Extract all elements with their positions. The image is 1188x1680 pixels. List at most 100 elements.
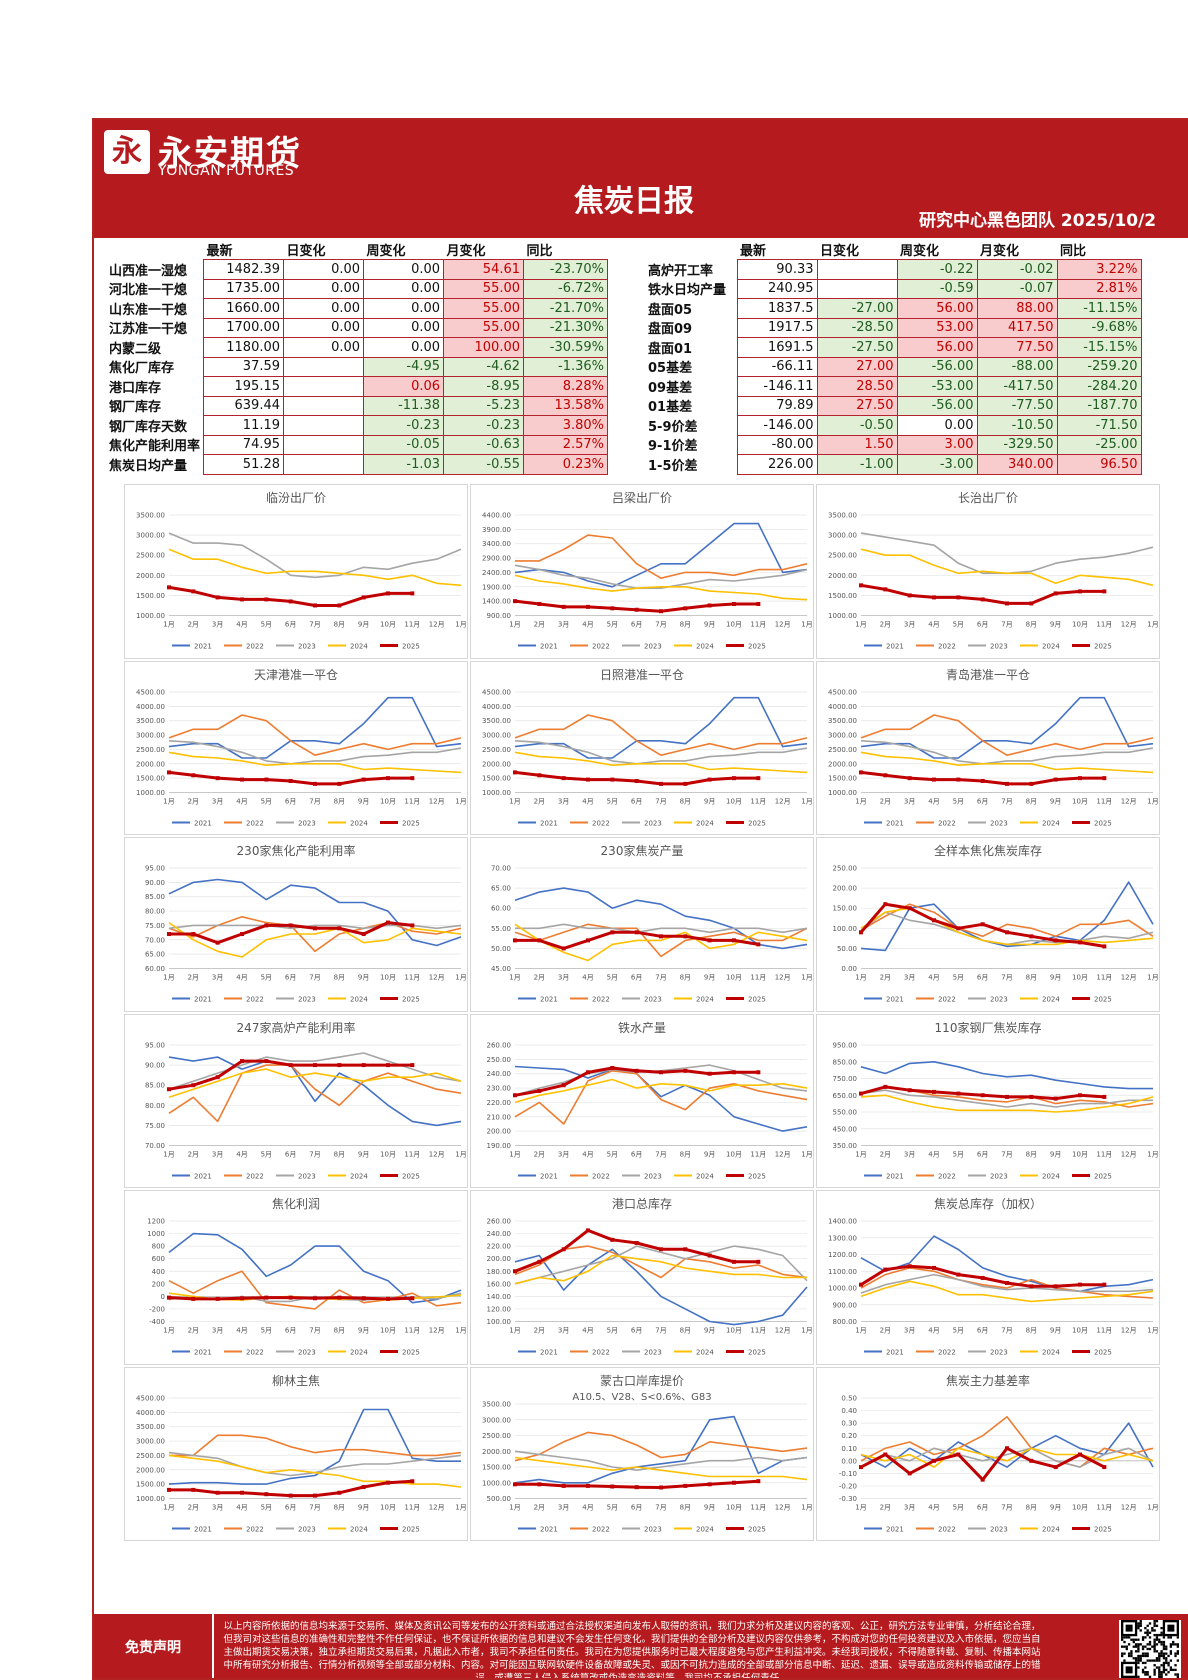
report-subtitle: 研究中心黑色团队 2025/10/2 bbox=[919, 211, 1157, 231]
row-label: 高炉开工率 bbox=[648, 263, 714, 279]
series-point-2025 bbox=[215, 595, 220, 600]
series-point-2025 bbox=[756, 775, 761, 780]
series-point-2025 bbox=[264, 1491, 269, 1496]
series-point-2025 bbox=[288, 1295, 293, 1300]
chart-title: 柳林主焦 bbox=[271, 1373, 320, 1388]
y-tick-label: 3500.00 bbox=[828, 512, 857, 520]
x-tick-label: 7月 bbox=[309, 1150, 320, 1158]
chart-title: 临汾出厂价 bbox=[265, 491, 326, 505]
y-tick-label: 950.00 bbox=[833, 1041, 858, 1049]
series-point-2025 bbox=[756, 1069, 761, 1074]
y-tick-label: 2000.00 bbox=[482, 760, 511, 768]
table-cell: 0.00 bbox=[363, 298, 445, 319]
qr-module bbox=[1169, 1666, 1173, 1669]
x-tick-label: 5月 bbox=[953, 797, 964, 805]
x-tick-label: 7月 bbox=[655, 974, 666, 982]
legend-label: 2022 bbox=[938, 819, 956, 827]
x-tick-label: 6月 bbox=[977, 1150, 988, 1158]
series-point-2025 bbox=[859, 769, 863, 774]
table-cell: -0.23 bbox=[443, 415, 525, 436]
x-tick-label: 10月 bbox=[380, 621, 396, 629]
row-label: 钢厂库存天数 bbox=[109, 419, 188, 435]
qr-module bbox=[1121, 1652, 1124, 1655]
legend-label: 2024 bbox=[1042, 996, 1060, 1004]
x-tick-label: 1月 bbox=[163, 974, 174, 982]
x-tick-label: 1月 bbox=[509, 974, 520, 982]
y-tick-label: 800.00 bbox=[833, 1318, 858, 1326]
chart-subtitle: A10.5、V28、S<0.6%、G83 bbox=[572, 1391, 712, 1403]
series-line-2022 bbox=[514, 713, 808, 756]
series-point-2025 bbox=[410, 775, 415, 780]
series-point-2025 bbox=[313, 1062, 317, 1067]
qr-module bbox=[1141, 1638, 1145, 1641]
series-point-2025 bbox=[240, 597, 244, 602]
x-tick-label: 6月 bbox=[631, 1150, 642, 1158]
x-tick-label: 8月 bbox=[334, 1503, 345, 1511]
series-point-2025 bbox=[980, 922, 985, 927]
qr-module bbox=[1165, 1661, 1168, 1665]
y-tick-label: 4000.00 bbox=[136, 1408, 165, 1416]
legend-label: 2022 bbox=[246, 1349, 264, 1357]
qr-module bbox=[1139, 1629, 1142, 1632]
series-point-2025 bbox=[167, 932, 171, 937]
legend-label: 2023 bbox=[298, 1349, 316, 1357]
series-point-2025 bbox=[883, 1267, 888, 1272]
series-point-2025 bbox=[610, 1484, 615, 1489]
table-cell: 0.23% bbox=[523, 454, 609, 475]
series-line-2021 bbox=[514, 1248, 808, 1326]
legend-label: 2021 bbox=[540, 643, 558, 651]
series-point-2025 bbox=[513, 1092, 517, 1097]
x-tick-label: 1月 bbox=[509, 1150, 520, 1158]
x-tick-label: 5月 bbox=[953, 621, 964, 629]
series-line-2023 bbox=[168, 1051, 462, 1090]
table-column-header: 周变化 bbox=[900, 244, 940, 259]
qr-module bbox=[1137, 1638, 1140, 1641]
series-line-2024 bbox=[860, 1447, 1154, 1468]
x-tick-label: 1月 bbox=[455, 1503, 466, 1511]
x-tick-label: 10月 bbox=[726, 974, 742, 982]
y-tick-label: 70.00 bbox=[145, 1142, 165, 1150]
line-chart: 1000.00 1500.00 2000.00 2500.00 3000.00 3500.… bbox=[828, 688, 1159, 827]
qr-module bbox=[1151, 1659, 1154, 1662]
x-tick-label: 12月 bbox=[775, 1503, 791, 1511]
x-tick-label: 1月 bbox=[855, 974, 866, 982]
chart-title: 110家钢厂焦炭库存 bbox=[934, 1020, 1042, 1035]
legend-label: 2023 bbox=[644, 1172, 662, 1180]
table-cell: -329.50 bbox=[976, 434, 1058, 455]
x-tick-label: 10月 bbox=[1072, 1150, 1088, 1158]
series-point-2025 bbox=[634, 1484, 639, 1489]
disclaimer-label: 免责声明 bbox=[94, 1614, 214, 1678]
table-cell: 77.50 bbox=[976, 337, 1058, 358]
x-tick-label: 2月 bbox=[880, 797, 891, 805]
series-point-2025 bbox=[1102, 1282, 1107, 1287]
y-tick-label: 50.00 bbox=[491, 945, 511, 953]
y-tick-label: 0.50 bbox=[841, 1394, 857, 1402]
x-tick-label: 11月 bbox=[404, 1503, 420, 1511]
x-tick-label: 4月 bbox=[582, 621, 593, 629]
x-tick-label: 5月 bbox=[261, 797, 272, 805]
qr-module bbox=[1137, 1626, 1140, 1630]
x-tick-label: 9月 bbox=[1050, 974, 1061, 982]
table-cell: -146.00 bbox=[736, 415, 818, 436]
y-tick-label: 3000.00 bbox=[482, 1416, 511, 1424]
y-tick-label: 2000.00 bbox=[136, 572, 165, 580]
qr-module bbox=[1169, 1652, 1173, 1655]
qr-module bbox=[1137, 1650, 1140, 1653]
line-chart: 100.00 120.00 140.00 160.00 180.00 200.00 220.… bbox=[487, 1218, 813, 1357]
y-tick-label: 230.00 bbox=[487, 1084, 512, 1092]
qr-module bbox=[1158, 1671, 1161, 1674]
series-point-2025 bbox=[361, 1484, 366, 1489]
table-cell: 1700.00 bbox=[203, 317, 285, 338]
x-tick-label: 8月 bbox=[1026, 621, 1037, 629]
y-tick-label: 1500.00 bbox=[482, 1463, 511, 1471]
series-line-2022 bbox=[169, 1434, 462, 1456]
qr-module bbox=[1123, 1640, 1126, 1644]
y-tick-label: -400 bbox=[149, 1318, 165, 1326]
qr-module bbox=[1151, 1645, 1154, 1648]
table-row: 盘面05 1837.5 -27.00 56.00 88.00 -11.15% bbox=[645, 298, 1142, 319]
series-point-2025 bbox=[956, 1272, 961, 1277]
table-cell: 27.50 bbox=[816, 395, 898, 416]
x-tick-label: 6月 bbox=[285, 1327, 296, 1335]
table-cell: 2.57% bbox=[523, 434, 609, 455]
series-line-2024 bbox=[514, 1078, 808, 1103]
